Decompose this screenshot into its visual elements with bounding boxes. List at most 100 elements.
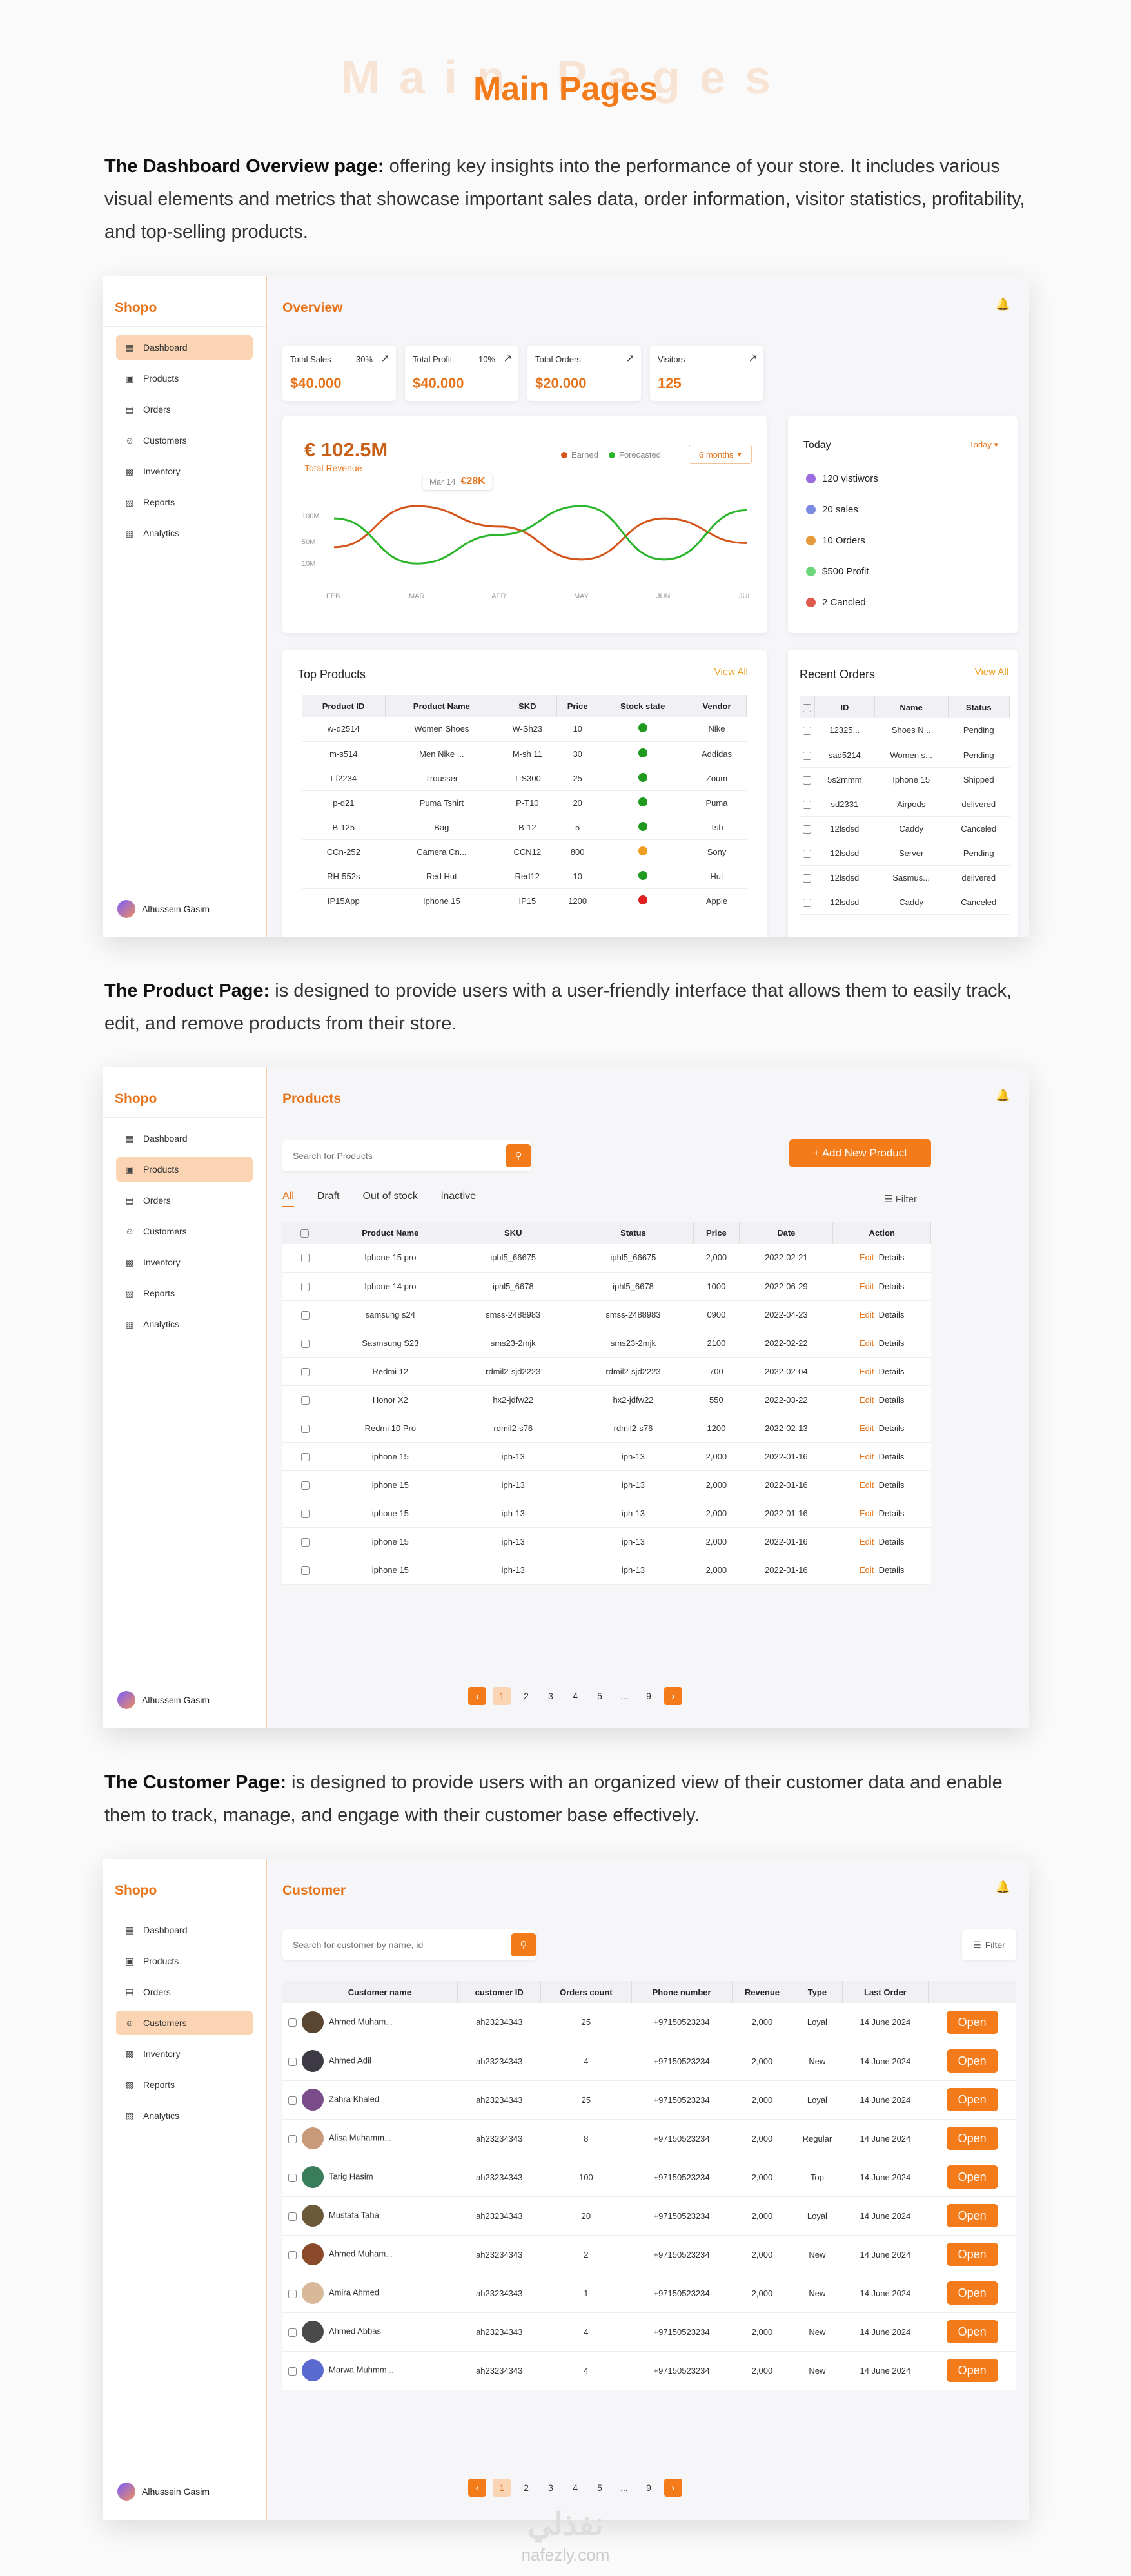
sidebar-item-customers[interactable]: ☺ Customers (116, 2011, 253, 2035)
page-number[interactable]: 9 (646, 1691, 651, 1701)
details-link[interactable]: Details (878, 1451, 905, 1461)
page-number[interactable]: 2 (524, 1691, 529, 1701)
row-checkbox[interactable] (300, 1311, 310, 1320)
table-row[interactable]: Mustafa Taha ah23234343 20 +97150523234 2,00… (282, 2196, 1016, 2236)
open-button[interactable]: Open (946, 2049, 998, 2073)
row-checkbox[interactable] (288, 2328, 297, 2337)
sidebar-item-inventory[interactable]: ▩ Inventory (116, 459, 253, 483)
sidebar-item-products[interactable]: ▣ Products (116, 366, 253, 391)
row-checkbox[interactable] (288, 2212, 297, 2221)
open-button[interactable]: Open (946, 2204, 998, 2227)
table-row[interactable]: RH-552s Red Hut Red12 10 Hut (302, 864, 747, 889)
row-checkbox[interactable] (300, 1396, 310, 1405)
tab-inactive[interactable]: inactive (440, 1191, 477, 1202)
table-row[interactable]: Tarig Hasim ah23234343 100 +97150523234 2,00… (282, 2158, 1016, 2197)
tab-all[interactable]: All (282, 1191, 294, 1207)
sidebar-item-analytics[interactable]: ▨ Analytics (116, 1312, 253, 1336)
table-row[interactable]: Honor X2 hx2-jdfw22 hx2-jdfw22 550 2022-03-2… (282, 1385, 931, 1414)
table-row[interactable]: m-s514 Men Nike ... M-sh 11 30 Addidas (302, 741, 747, 766)
open-button[interactable]: Open (946, 2281, 998, 2305)
table-row[interactable]: 12lsdsd Caddy Canceled (800, 816, 1010, 841)
row-checkbox[interactable] (803, 776, 812, 785)
table-row[interactable]: w-d2514 Women Shoes W-Sh23 10 Nike (302, 717, 747, 742)
table-row[interactable]: Sasmsung S23 sms23-2mjk sms23-2mjk 2100 2022… (282, 1329, 931, 1358)
edit-link[interactable]: Edit (860, 1366, 874, 1376)
details-link[interactable]: Details (878, 1423, 905, 1433)
bell-icon[interactable]: 🔔 (996, 1880, 1010, 1893)
sidebar-item-orders[interactable]: ▤ Orders (116, 1980, 253, 2004)
table-row[interactable]: samsung s24 smss-2488983 smss-2488983 0900 2… (282, 1300, 931, 1329)
row-checkbox[interactable] (300, 1282, 310, 1291)
page-number[interactable]: ... (620, 1691, 628, 1701)
table-row[interactable]: Alisa Muhamm... ah23234343 8 +97150523234 2,… (282, 2119, 1016, 2158)
row-checkbox[interactable] (803, 727, 812, 736)
page-number[interactable]: 9 (646, 2483, 651, 2493)
row-checkbox[interactable] (288, 2250, 297, 2259)
row-checkbox[interactable] (803, 751, 812, 760)
edit-link[interactable]: Edit (860, 1309, 874, 1320)
row-checkbox[interactable] (300, 1367, 310, 1376)
table-row[interactable]: sd2331 Airpods delivered (800, 792, 1010, 817)
table-row[interactable]: Redmi 10 Pro rdmil2-s76 rdmil2-s76 1200 2022… (282, 1414, 931, 1443)
next-page-button[interactable]: › (664, 1687, 682, 1705)
details-link[interactable]: Details (878, 1508, 905, 1518)
row-checkbox[interactable] (288, 2096, 297, 2105)
sidebar-item-products[interactable]: ▣ Products (116, 1949, 253, 1973)
sidebar-item-reports[interactable]: ▧ Reports (116, 2073, 253, 2097)
table-row[interactable]: iphone 15 iph-13 iph-13 2,000 2022-01-16 Edit… (282, 1499, 931, 1528)
user-profile[interactable]: Alhussein Gasim (117, 1691, 210, 1709)
open-button[interactable]: Open (946, 2359, 998, 2382)
customer-search-input[interactable] (282, 1929, 536, 1960)
page-number[interactable]: 3 (548, 2483, 553, 2493)
row-checkbox[interactable] (300, 1509, 310, 1518)
page-number[interactable]: 1 (493, 2479, 511, 2497)
row-checkbox[interactable] (288, 2057, 297, 2066)
select-all-checkbox[interactable] (802, 703, 811, 712)
page-number[interactable]: 3 (548, 1691, 553, 1701)
table-row[interactable]: B-125 Bag B-12 5 Tsh (302, 815, 747, 840)
tab-out-of-stock[interactable]: Out of stock (362, 1191, 418, 1202)
sidebar-item-dashboard[interactable]: ▦ Dashboard (116, 335, 253, 360)
bell-icon[interactable]: 🔔 (996, 1089, 1010, 1102)
row-checkbox[interactable] (803, 800, 812, 809)
table-row[interactable]: 5s2mmm Iphone 15 Shipped (800, 767, 1010, 792)
table-row[interactable]: 12lsdsd Sasmus... delivered (800, 865, 1010, 890)
table-row[interactable]: IP15App Iphone 15 IP15 1200 Apple (302, 888, 747, 913)
table-row[interactable]: 12325... Shoes N... Pending (800, 718, 1010, 743)
open-button[interactable]: Open (946, 2010, 998, 2034)
open-button[interactable]: Open (946, 2165, 998, 2189)
details-link[interactable]: Details (878, 1281, 905, 1291)
row-checkbox[interactable] (803, 825, 812, 834)
table-row[interactable]: iphone 15 iph-13 iph-13 2,000 2022-01-16 Edit… (282, 1442, 931, 1471)
prev-page-button[interactable]: ‹ (468, 2479, 486, 2497)
table-row[interactable]: Ahmed Adil ah23234343 4 +97150523234 2,000 Ne… (282, 2042, 1016, 2081)
details-link[interactable]: Details (878, 1394, 905, 1405)
edit-link[interactable]: Edit (860, 1536, 874, 1547)
sidebar-item-reports[interactable]: ▧ Reports (116, 1281, 253, 1305)
search-icon[interactable]: ⚲ (506, 1144, 531, 1167)
row-checkbox[interactable] (803, 898, 812, 907)
table-row[interactable]: Amira Ahmed ah23234343 1 +97150523234 2,000 N… (282, 2274, 1016, 2313)
table-row[interactable]: 12lsdsd Caddy Canceled (800, 890, 1010, 915)
table-row[interactable]: t-f2234 Trousser T-S300 25 Zoum (302, 766, 747, 791)
add-product-button[interactable]: + Add New Product (789, 1139, 931, 1167)
edit-link[interactable]: Edit (860, 1565, 874, 1575)
top-products-view-all[interactable]: View All (714, 667, 748, 678)
table-row[interactable]: Zahra Khaled ah23234343 25 +97150523234 2,00… (282, 2080, 1016, 2120)
row-checkbox[interactable] (288, 2366, 297, 2376)
next-page-button[interactable]: › (664, 2479, 682, 2497)
tab-draft[interactable]: Draft (317, 1191, 340, 1202)
sidebar-item-products[interactable]: ▣ Products (116, 1157, 253, 1182)
customer-filter[interactable]: ☰ Filter (962, 1929, 1016, 1960)
product-filter[interactable]: ☰ Filter (884, 1193, 917, 1205)
edit-link[interactable]: Edit (860, 1338, 874, 1348)
recent-orders-view-all[interactable]: View All (974, 667, 1008, 678)
open-button[interactable]: Open (946, 2320, 998, 2343)
table-row[interactable]: Iphone 14 pro iphl5_6678 iphl5_6678 1000 202… (282, 1272, 931, 1301)
user-profile[interactable]: Alhussein Gasim (117, 900, 210, 918)
row-checkbox[interactable] (288, 2173, 297, 2182)
row-checkbox[interactable] (288, 2289, 297, 2298)
row-checkbox[interactable] (300, 1424, 310, 1433)
row-checkbox[interactable] (803, 873, 812, 883)
row-checkbox[interactable] (300, 1452, 310, 1461)
